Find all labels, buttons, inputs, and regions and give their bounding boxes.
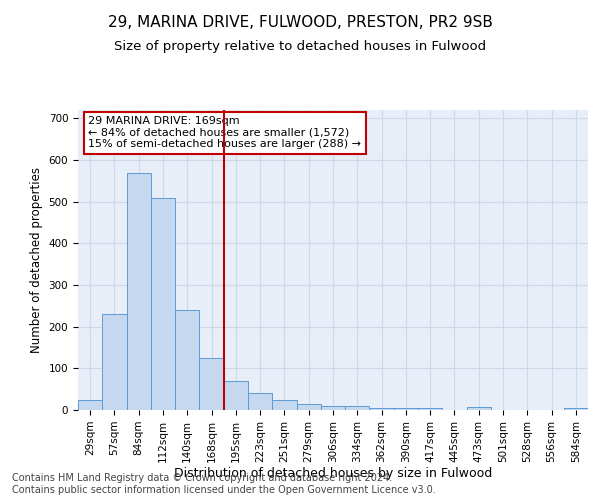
Bar (345, 406, 370, 410)
Bar (564, 408, 588, 410)
Bar (199, 358, 224, 410)
Bar (78, 400, 102, 410)
Bar (127, 172, 151, 410)
Y-axis label: Number of detached properties: Number of detached properties (30, 167, 43, 353)
Bar (272, 400, 296, 410)
Bar (296, 404, 321, 410)
Bar (175, 310, 199, 410)
Text: 29 MARINA DRIVE: 169sqm
← 84% of detached houses are smaller (1,572)
15% of semi: 29 MARINA DRIVE: 169sqm ← 84% of detache… (88, 116, 361, 149)
Bar (102, 314, 127, 410)
Bar (321, 406, 345, 410)
Text: Contains HM Land Registry data © Crown copyright and database right 2024.
Contai: Contains HM Land Registry data © Crown c… (12, 474, 436, 495)
Bar (151, 198, 175, 410)
Bar (224, 381, 248, 410)
Bar (418, 408, 442, 410)
Bar (370, 408, 394, 410)
Text: Size of property relative to detached houses in Fulwood: Size of property relative to detached ho… (114, 40, 486, 53)
Bar (248, 394, 272, 410)
Bar (467, 407, 491, 410)
Bar (394, 408, 418, 410)
X-axis label: Distribution of detached houses by size in Fulwood: Distribution of detached houses by size … (174, 468, 492, 480)
Text: 29, MARINA DRIVE, FULWOOD, PRESTON, PR2 9SB: 29, MARINA DRIVE, FULWOOD, PRESTON, PR2 … (107, 15, 493, 30)
